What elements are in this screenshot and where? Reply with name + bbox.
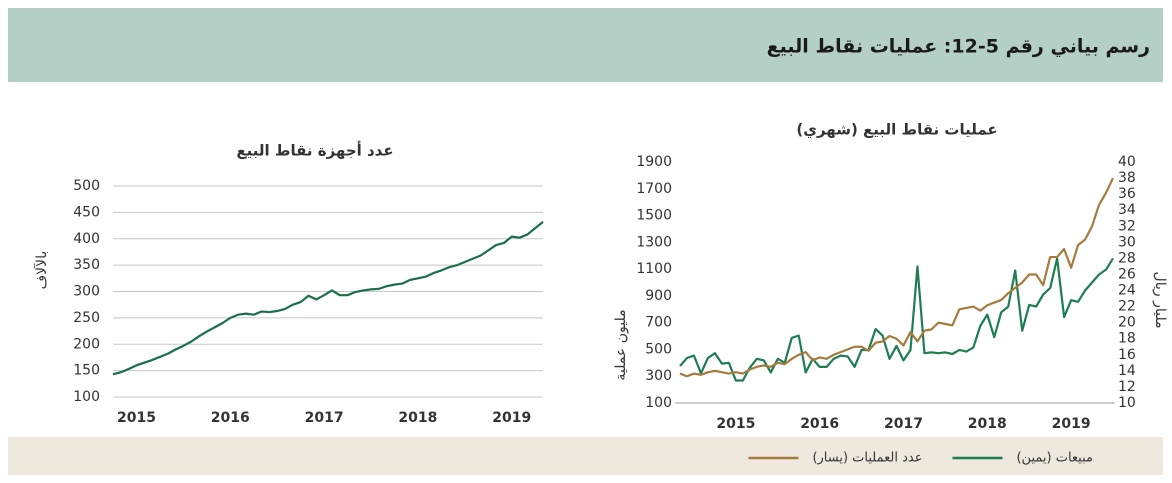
y-tick-label: 1900 [636,154,672,170]
y2-tick-label: 16 [1118,347,1136,363]
x-tick-label: 2019 [1052,416,1091,432]
x-tick-label: 2015 [117,410,156,426]
y-tick-label: 1500 [636,208,672,224]
series-line [679,177,1114,378]
y2-tick-label: 20 [1118,315,1136,331]
y-tick-label: 1100 [636,261,672,277]
y-tick-label: 700 [645,315,672,331]
y-tick-label: 900 [645,288,672,304]
y-tick-label: 400 [73,231,100,247]
y2-tick-label: 12 [1118,379,1136,395]
chart-title: عمليات نقاط البيع (شهري) [796,121,997,140]
x-tick-label: 2018 [398,410,437,426]
y-tick-label: 350 [73,257,100,273]
y-tick-label: 200 [73,336,100,352]
x-tick-label: 2015 [716,416,755,432]
y-tick-label: 500 [645,341,672,357]
y-tick-label: 1300 [636,234,672,250]
y-tick-label: 300 [73,284,100,300]
y2-tick-label: 22 [1118,299,1136,315]
y-tick-label: 300 [645,368,672,384]
x-tick-label: 2019 [492,410,531,426]
x-tick-label: 2017 [305,410,344,426]
y-tick-label: 100 [73,389,100,405]
series-line [112,221,544,376]
y2-tick-label: 36 [1118,186,1136,202]
x-tick-label: 2016 [211,410,250,426]
y-tick-label: 250 [73,310,100,326]
y-tick-label: 450 [73,204,100,220]
legend-label: عدد العمليات (يسار) [812,451,922,466]
y2-tick-label: 40 [1118,154,1136,170]
y2-tick-label: 14 [1118,363,1136,379]
x-tick-label: 2017 [884,416,923,432]
figure-title: رسم بياني رقم 5-12: عمليات نقاط البيع [767,36,1150,58]
y2-tick-label: 28 [1118,250,1136,266]
series-line [679,257,1114,382]
header-band [8,8,1163,82]
y2-tick-label: 38 [1118,170,1136,186]
y2-tick-label: 18 [1118,331,1136,347]
y2-tick-label: 26 [1118,266,1136,282]
x-tick-label: 2016 [800,416,839,432]
y2-tick-label: 34 [1118,202,1136,218]
y2-axis-label: مليار ريال [1152,272,1168,329]
y2-tick-label: 32 [1118,218,1136,234]
legend-label: مبيعات (يمين) [1016,451,1093,466]
y-axis-label: بالآلاف [34,251,50,290]
y2-tick-label: 10 [1118,395,1136,411]
x-tick-label: 2018 [968,416,1007,432]
chart-title: عدد أجهزة نقاط البيع [236,141,393,160]
y-axis-label: مليون عملية [613,309,629,380]
y-tick-label: 1700 [636,181,672,197]
y-tick-label: 150 [73,363,100,379]
y2-tick-label: 30 [1118,234,1136,250]
y-tick-label: 500 [73,178,100,194]
y-tick-label: 100 [645,395,672,411]
y2-tick-label: 24 [1118,283,1136,299]
legend-band [8,437,1163,475]
